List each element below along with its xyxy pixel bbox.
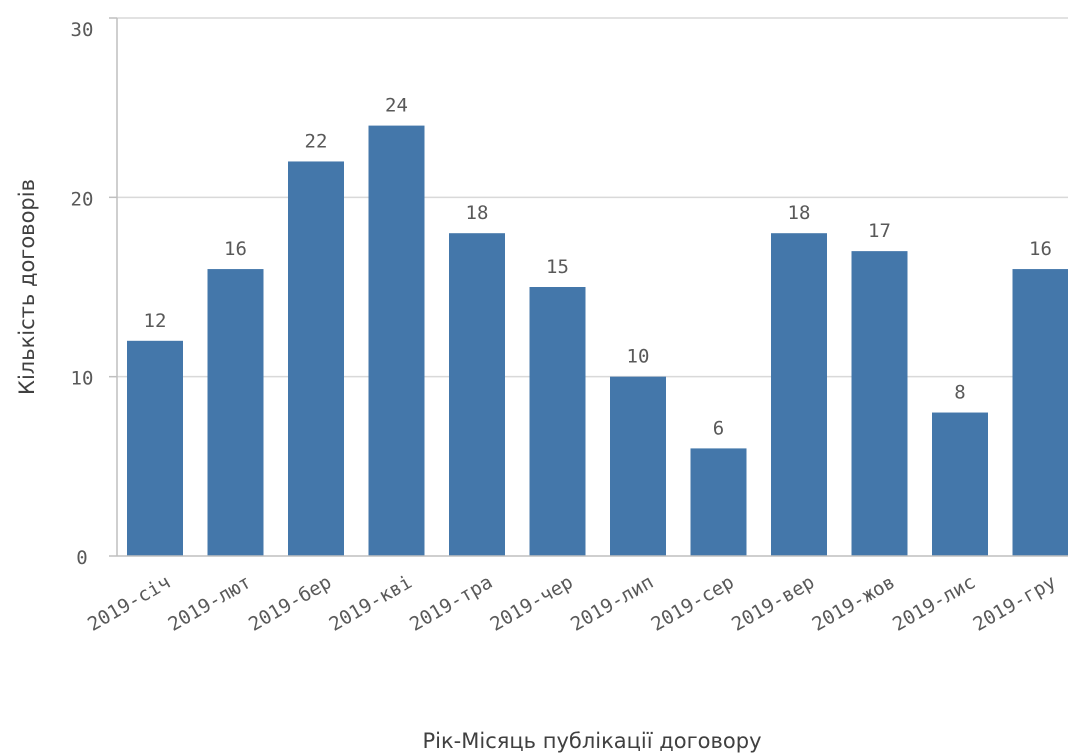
x-tick-label: 2019-гру (970, 571, 1060, 636)
x-tick-label: 2019-січ (84, 571, 174, 636)
y-axis-ticks: 0 10 20 30 (71, 17, 117, 569)
data-label: 10 (627, 346, 650, 368)
x-tick-label: 2019-тра (406, 571, 496, 636)
gridlines (117, 17, 1068, 378)
bar[interactable] (932, 412, 988, 556)
data-labels: 12 16 22 24 18 15 10 6 18 17 8 16 (144, 95, 1052, 440)
data-label: 22 (305, 130, 328, 152)
x-axis-title: Рік-Місяць публікації договору (422, 729, 761, 753)
data-label: 16 (1029, 238, 1052, 260)
x-tick-label: 2019-лис (889, 571, 979, 636)
y-tick-label: 10 (71, 368, 94, 390)
x-tick-label: 2019-жов (809, 571, 899, 636)
data-label: 18 (466, 202, 489, 224)
bars (127, 125, 1068, 556)
y-axis-title: Кількість договорів (15, 179, 39, 395)
data-label: 18 (788, 202, 811, 224)
data-label: 12 (144, 310, 167, 332)
data-label: 6 (713, 417, 724, 439)
bar[interactable] (127, 340, 183, 556)
bar[interactable] (610, 376, 666, 556)
y-tick-label: 0 (76, 547, 87, 569)
bar[interactable] (771, 233, 827, 556)
data-label: 8 (954, 382, 965, 404)
bar[interactable] (449, 233, 505, 556)
data-label: 17 (868, 220, 891, 242)
bar[interactable] (851, 251, 908, 556)
bar[interactable] (1012, 269, 1068, 556)
bar[interactable] (529, 287, 586, 556)
y-tick-label: 20 (71, 188, 94, 210)
x-tick-label: 2019-кві (326, 571, 416, 636)
x-tick-label: 2019-вер (728, 571, 818, 636)
bar[interactable] (288, 161, 344, 556)
x-axis-ticks: 2019-січ2019-лют2019-бер2019-кві2019-тра… (84, 571, 1060, 636)
data-label: 16 (224, 238, 247, 260)
x-tick-label: 2019-сер (648, 571, 738, 636)
x-tick-label: 2019-бер (245, 571, 335, 636)
x-tick-label: 2019-чер (487, 571, 577, 636)
x-tick-label: 2019-лип (567, 571, 657, 636)
x-tick-label: 2019-лют (165, 571, 255, 636)
y-tick-label: 30 (71, 19, 94, 41)
data-label: 15 (546, 256, 569, 278)
data-label: 24 (385, 95, 408, 117)
bar[interactable] (690, 448, 747, 556)
bar[interactable] (368, 125, 425, 556)
bar[interactable] (207, 269, 264, 556)
